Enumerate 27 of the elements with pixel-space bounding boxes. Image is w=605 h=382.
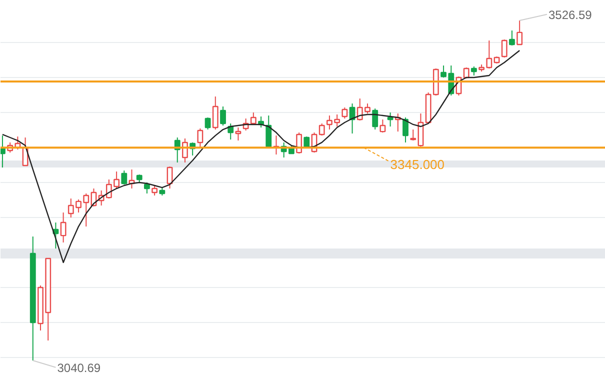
- candlestick: [266, 115, 272, 148]
- candlestick: [387, 112, 394, 128]
- candlestick: [516, 20, 523, 46]
- candlestick: [342, 106, 348, 120]
- candlestick: [509, 30, 515, 46]
- candlestick: [470, 66, 477, 76]
- text: 3526.59: [548, 8, 592, 22]
- candlestick: [296, 132, 302, 154]
- candlestick: [197, 128, 204, 148]
- candlestick: [60, 212, 66, 243]
- candlestick: [402, 116, 408, 143]
- candlestick: [152, 185, 158, 196]
- candlestick: [380, 119, 386, 134]
- candlestick: [121, 170, 128, 186]
- candlestick: [318, 123, 325, 136]
- candlestick: [410, 129, 416, 142]
- candlestick: [486, 40, 492, 69]
- candlestick: [204, 116, 211, 130]
- ref-line-label: 3345.000: [390, 157, 445, 172]
- candlestick: [144, 182, 150, 194]
- candlestick: [463, 67, 470, 79]
- candlestick: [501, 39, 508, 58]
- candlestick: [212, 96, 218, 130]
- text: 3040.69: [57, 360, 101, 375]
- candlestick: [220, 106, 226, 126]
- candlestick: [372, 108, 378, 130]
- candlestick: [235, 126, 242, 142]
